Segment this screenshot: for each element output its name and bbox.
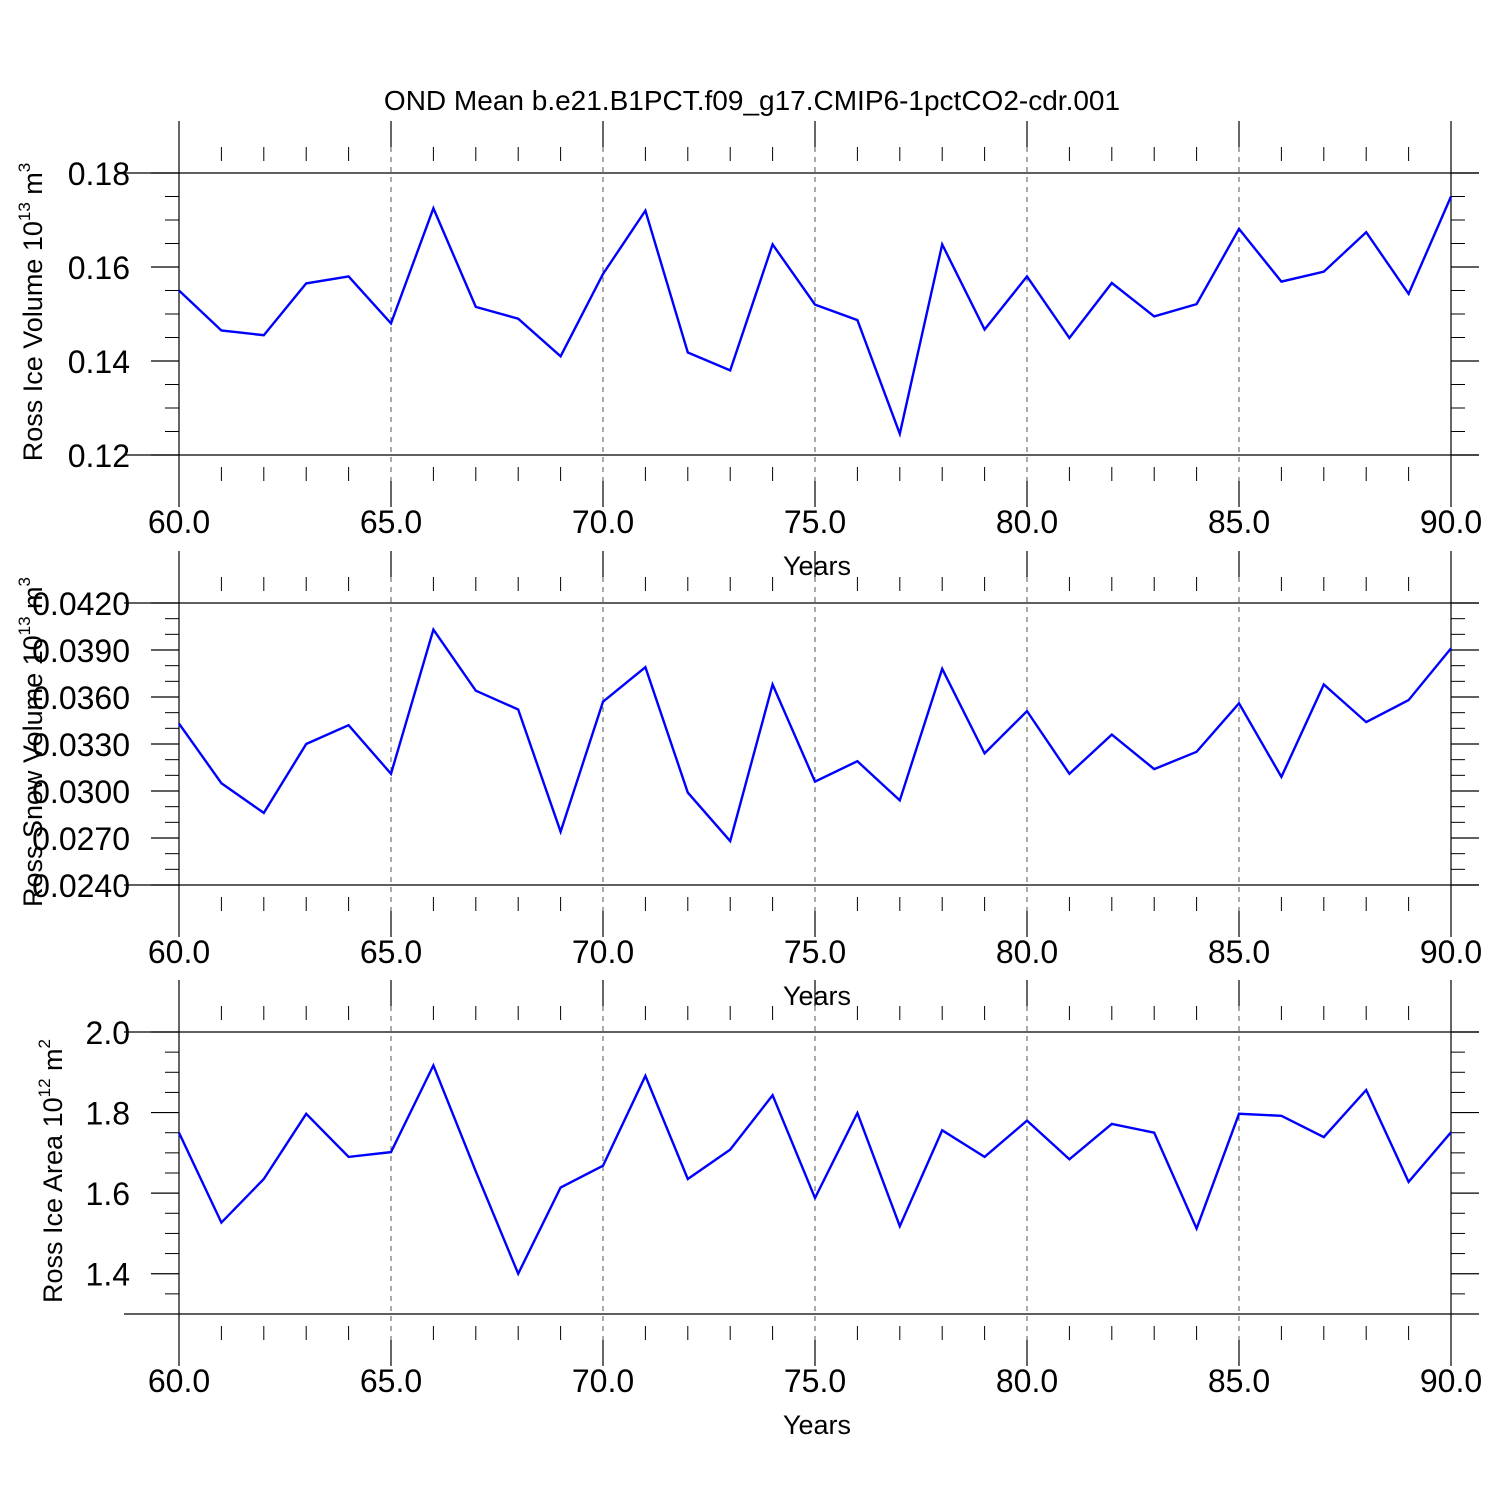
- panel-1: 0.12 0.14 0.16 0.18 60.0 65.0 70.0 75.0 80.0 85.0…: [15, 121, 1482, 581]
- y-axis-title: Ross Snow Volume 1013 m3: [15, 577, 48, 907]
- chart-title: OND Mean b.e21.B1PCT.f09_g17.CMIP6-1pctC…: [384, 85, 1120, 116]
- series-line: [177, 1062, 1452, 1277]
- x-tick-label: 70.0: [572, 934, 634, 970]
- x-tick-label: 80.0: [996, 934, 1058, 970]
- x-axis-title: Years: [783, 1410, 851, 1440]
- x-tick-label: 75.0: [784, 1363, 846, 1399]
- panel-3: 1.4 1.6 1.8 2.0 60.0 65.0 70.0 75.0 80.0 85.0 90.0…: [35, 980, 1482, 1440]
- x-tick-label: 80.0: [996, 1363, 1058, 1399]
- y-axis-title: Ross Ice Area 1012 m2: [35, 1039, 68, 1303]
- x-tick-label: 65.0: [360, 934, 422, 970]
- y-tick-label: 0.0270: [32, 821, 130, 857]
- panel-2: 0.0240 0.0270 0.0300 0.0330 0.0360 0.0390 0.04…: [15, 551, 1482, 1011]
- x-tick-label: 85.0: [1208, 1363, 1270, 1399]
- x-tick-label: 60.0: [148, 504, 210, 540]
- y-tick-label: 0.0330: [32, 727, 130, 763]
- x-tick-label: 70.0: [572, 1363, 634, 1399]
- series-line: [178, 626, 1452, 844]
- series-line: [178, 196, 1453, 439]
- y-tick-label: 0.0300: [32, 774, 130, 810]
- x-tick-label: 80.0: [996, 504, 1058, 540]
- x-axis-title: Years: [783, 551, 851, 581]
- x-axis-title: Years: [783, 981, 851, 1011]
- x-tick-label: 65.0: [360, 1363, 422, 1399]
- y-tick-label: 0.18: [68, 156, 130, 192]
- x-tick-label: 90.0: [1420, 934, 1482, 970]
- y-tick-label: 1.6: [86, 1176, 130, 1212]
- y-tick-label: 0.0360: [32, 680, 130, 716]
- y-tick-label: 0.0390: [32, 633, 130, 669]
- y-axis-title: Ross Ice Volume 1013 m3: [15, 163, 48, 462]
- x-tick-label: 90.0: [1420, 1363, 1482, 1399]
- y-tick-label: 0.0240: [32, 868, 130, 904]
- y-tick-label: 1.4: [86, 1257, 130, 1293]
- x-tick-label: 65.0: [360, 504, 422, 540]
- x-tick-label: 85.0: [1208, 934, 1270, 970]
- panels: 0.12 0.14 0.16 0.18 60.0 65.0 70.0 75.0 80.0 85.0…: [15, 121, 1482, 1440]
- y-tick-label: 1.8: [86, 1096, 130, 1132]
- x-tick-label: 75.0: [784, 504, 846, 540]
- x-tick-label: 75.0: [784, 934, 846, 970]
- y-tick-label: 0.14: [68, 344, 130, 380]
- x-tick-label: 70.0: [572, 504, 634, 540]
- x-tick-label: 85.0: [1208, 504, 1270, 540]
- x-tick-label: 60.0: [148, 934, 210, 970]
- x-tick-label: 60.0: [148, 1363, 210, 1399]
- y-tick-label: 0.16: [68, 250, 130, 286]
- y-tick-label: 2.0: [86, 1015, 130, 1051]
- x-tick-label: 90.0: [1420, 504, 1482, 540]
- y-tick-label: 0.0420: [32, 586, 130, 622]
- y-tick-label: 0.12: [68, 438, 130, 474]
